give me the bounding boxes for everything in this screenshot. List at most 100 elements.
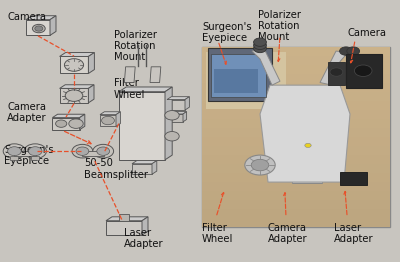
Bar [202, 92, 390, 101]
Polygon shape [80, 114, 85, 130]
Bar [202, 74, 390, 83]
Bar [202, 146, 390, 155]
Circle shape [330, 68, 343, 76]
Bar [206, 52, 286, 109]
Bar [60, 88, 88, 103]
Circle shape [8, 147, 21, 156]
Polygon shape [100, 112, 120, 115]
Polygon shape [169, 112, 187, 114]
Polygon shape [142, 217, 148, 235]
Bar [214, 69, 258, 93]
Circle shape [251, 159, 269, 171]
Bar [202, 155, 390, 164]
Circle shape [28, 147, 42, 156]
Polygon shape [88, 52, 94, 73]
Bar [202, 182, 390, 191]
Polygon shape [50, 16, 56, 35]
Circle shape [3, 144, 26, 159]
Text: Camera: Camera [348, 28, 387, 38]
Bar [202, 164, 390, 173]
Circle shape [347, 47, 360, 55]
Circle shape [32, 24, 45, 33]
Polygon shape [26, 16, 56, 20]
Bar [26, 20, 50, 35]
Text: Filter
Wheel: Filter Wheel [202, 223, 233, 244]
Polygon shape [106, 217, 148, 221]
Circle shape [72, 144, 93, 158]
Polygon shape [185, 97, 190, 110]
Text: Camera
Adapter: Camera Adapter [7, 102, 47, 123]
Bar [100, 114, 116, 127]
Text: Polarizer
Rotation
Mount: Polarizer Rotation Mount [114, 30, 157, 62]
Bar [202, 209, 390, 218]
Polygon shape [52, 114, 85, 118]
Polygon shape [116, 112, 120, 127]
Polygon shape [260, 85, 350, 182]
Polygon shape [119, 87, 172, 92]
Polygon shape [124, 67, 135, 83]
Bar [340, 172, 367, 185]
Bar [202, 65, 390, 74]
Bar [31, 156, 39, 160]
Polygon shape [60, 52, 94, 57]
Bar [119, 92, 165, 160]
Bar [202, 110, 390, 119]
Circle shape [24, 144, 46, 159]
Circle shape [165, 111, 179, 120]
Circle shape [340, 47, 352, 55]
Circle shape [56, 120, 67, 127]
Text: Laser
Adapter: Laser Adapter [334, 223, 374, 244]
Text: Filter
Wheel: Filter Wheel [114, 79, 145, 100]
Circle shape [254, 44, 266, 53]
Bar [14, 151, 36, 156]
Bar [82, 151, 104, 156]
Text: Camera: Camera [7, 12, 46, 22]
Bar [202, 47, 390, 56]
Circle shape [245, 155, 275, 175]
Bar [211, 54, 266, 97]
Polygon shape [152, 161, 157, 174]
Bar [328, 62, 345, 85]
Text: Camera
Adapter: Camera Adapter [268, 223, 308, 244]
Circle shape [64, 59, 84, 71]
Bar [202, 218, 390, 227]
Circle shape [35, 26, 43, 31]
Bar [292, 172, 322, 183]
Polygon shape [132, 161, 157, 164]
Bar [132, 164, 152, 174]
Text: Surgeon's
Eyepiece: Surgeon's Eyepiece [4, 145, 54, 166]
Text: Surgeon's
Eyepiece: Surgeon's Eyepiece [202, 22, 252, 43]
Bar [346, 54, 382, 88]
Bar [208, 48, 272, 101]
Bar [202, 137, 390, 146]
Bar [10, 156, 18, 160]
Text: Laser
Adapter: Laser Adapter [124, 228, 164, 249]
Bar [202, 56, 390, 65]
Polygon shape [320, 51, 348, 85]
Circle shape [165, 132, 179, 141]
Polygon shape [165, 87, 172, 160]
Bar [167, 100, 185, 110]
Polygon shape [252, 48, 280, 85]
Polygon shape [88, 85, 94, 103]
Circle shape [354, 65, 372, 77]
Text: 50-50
Beamsplitter: 50-50 Beamsplitter [84, 159, 148, 179]
Circle shape [97, 147, 110, 155]
Bar [106, 221, 142, 235]
Circle shape [102, 116, 114, 125]
Polygon shape [183, 112, 187, 122]
Bar [202, 191, 390, 200]
Circle shape [254, 41, 266, 50]
Circle shape [254, 38, 266, 46]
Bar [202, 119, 390, 128]
Circle shape [69, 119, 83, 128]
Circle shape [65, 90, 83, 101]
Bar [119, 214, 129, 221]
Polygon shape [167, 97, 190, 100]
Polygon shape [150, 67, 161, 83]
Circle shape [93, 144, 114, 158]
Bar [202, 128, 390, 137]
Polygon shape [60, 85, 94, 89]
Bar [202, 200, 390, 209]
Bar [52, 118, 80, 130]
